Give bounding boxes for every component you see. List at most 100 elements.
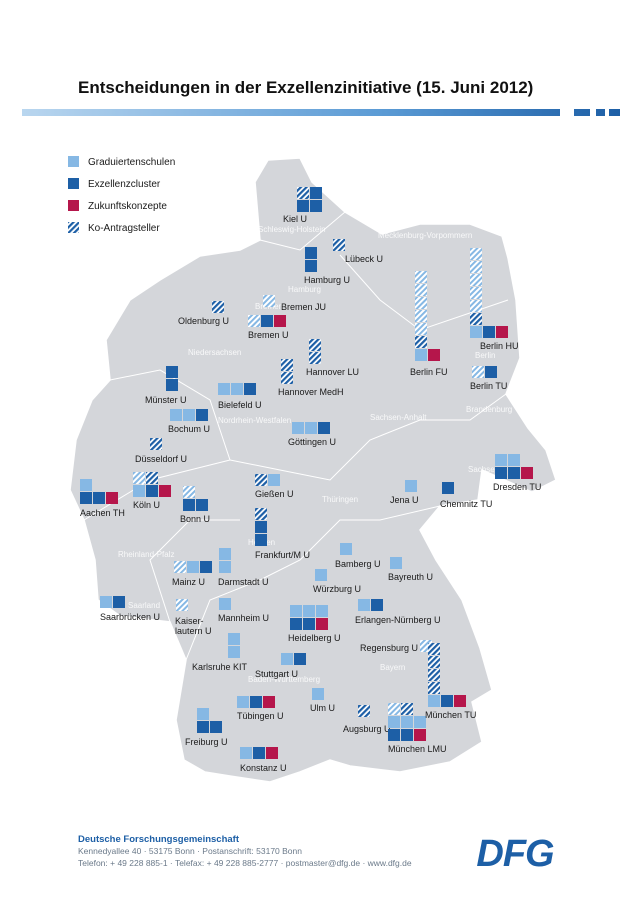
university-label: München TU <box>425 710 476 720</box>
university-label: Saarbrücken U <box>100 612 160 622</box>
marker-kg <box>470 274 482 286</box>
university-label: Mainz U <box>172 577 205 587</box>
marker-kc <box>428 656 440 668</box>
marker-c <box>371 599 383 611</box>
state-label: Sachsen <box>468 465 499 474</box>
marker-kc <box>470 313 482 325</box>
university: Freiburg U <box>185 708 228 747</box>
marker-kc <box>428 643 440 655</box>
university-label: Oldenburg U <box>178 316 229 326</box>
marker-c <box>294 653 306 665</box>
university: Saarbrücken U <box>100 596 160 622</box>
marker-kc <box>309 352 321 364</box>
university-label: Darmstadt U <box>218 577 269 587</box>
marker-kc <box>428 669 440 681</box>
marker-c <box>196 499 208 511</box>
state-label: Baden-Württemberg <box>248 675 320 684</box>
state-label: Berlin <box>475 351 495 360</box>
marker-g <box>405 480 417 492</box>
university: Mainz U <box>172 561 212 587</box>
marker-g <box>428 695 440 707</box>
marker-g <box>133 485 145 497</box>
legend-label: Zukunftskonzepte <box>88 201 167 212</box>
university-label: Erlangen-Nürnberg U <box>355 615 441 625</box>
marker-c <box>166 379 178 391</box>
state-label: Niedersachsen <box>188 348 241 357</box>
university-label: Regensburg U <box>360 643 418 653</box>
university: Aachen TH <box>80 479 125 518</box>
marker-c <box>255 521 267 533</box>
university: Konstanz U <box>240 747 287 773</box>
marker-kg <box>263 295 275 307</box>
marker-g <box>219 561 231 573</box>
marker-kg <box>470 248 482 260</box>
university-markers: Kiel U Lübeck U Hamburg U Bremen JU Oldenbur… <box>80 187 541 773</box>
legend-swatch <box>68 178 79 189</box>
university: München TU <box>425 643 476 720</box>
university-label: Bremen JU <box>281 302 326 312</box>
state-label: Hamburg <box>288 285 321 294</box>
university-label: Bielefeld U <box>218 400 262 410</box>
marker-z <box>496 326 508 338</box>
marker-c <box>297 200 309 212</box>
marker-g <box>219 598 231 610</box>
marker-g <box>240 747 252 759</box>
marker-g <box>100 596 112 608</box>
university-label: München LMU <box>388 744 447 754</box>
university-label: Konstanz U <box>240 763 287 773</box>
university-label: Bonn U <box>180 514 210 524</box>
university: Kiel U <box>283 187 322 224</box>
marker-z <box>454 695 466 707</box>
university-label: Hannover LU <box>306 367 359 377</box>
university-label: Freiburg U <box>185 737 228 747</box>
university-label: Heidelberg U <box>288 633 341 643</box>
marker-c <box>255 534 267 546</box>
marker-g <box>231 383 243 395</box>
university: Erlangen-Nürnberg U <box>355 599 441 625</box>
state-label: Thüringen <box>322 495 358 504</box>
marker-c <box>305 247 317 259</box>
title: Entscheidungen in der Exzellenzinitiativ… <box>78 78 533 97</box>
university-label: Stuttgart U <box>255 669 298 679</box>
marker-z <box>521 467 533 479</box>
university-label: Chemnitz TU <box>440 499 492 509</box>
university-label: Gießen U <box>255 489 294 499</box>
marker-c <box>310 187 322 199</box>
marker-kg <box>183 486 195 498</box>
marker-c <box>80 492 92 504</box>
marker-g <box>197 708 209 720</box>
university: München LMU <box>388 703 447 754</box>
university-label: Augsburg U <box>343 724 391 734</box>
marker-kc <box>333 239 345 251</box>
marker-kg <box>176 599 188 611</box>
marker-z <box>159 485 171 497</box>
university: Bremen U <box>248 315 289 340</box>
university: Darmstadt U <box>218 548 269 587</box>
marker-g <box>228 633 240 645</box>
marker-g <box>170 409 182 421</box>
marker-c <box>166 366 178 378</box>
marker-g <box>401 716 413 728</box>
state-label: Nordrhein-Westfalen <box>218 416 291 425</box>
marker-kg <box>174 561 186 573</box>
marker-kg <box>133 472 145 484</box>
state-label: Mecklenburg-Vorpommern <box>378 231 472 240</box>
university: Würzburg U <box>313 569 361 594</box>
university: Augsburg U <box>343 705 391 734</box>
marker-kg <box>470 261 482 273</box>
marker-g <box>508 454 520 466</box>
university-label: Hamburg U <box>304 275 350 285</box>
marker-g <box>303 605 315 617</box>
legend-label: Graduiertenschulen <box>88 157 175 168</box>
marker-c <box>261 315 273 327</box>
marker-z <box>316 618 328 630</box>
marker-g <box>312 688 324 700</box>
university-label: Bochum U <box>168 424 210 434</box>
university: Göttingen U <box>288 422 336 447</box>
marker-g <box>80 479 92 491</box>
marker-c <box>253 747 265 759</box>
university: Hamburg U <box>304 247 350 285</box>
legend-label: Exzellenzcluster <box>88 179 161 190</box>
marker-c <box>210 721 222 733</box>
university-label: Aachen TH <box>80 508 125 518</box>
